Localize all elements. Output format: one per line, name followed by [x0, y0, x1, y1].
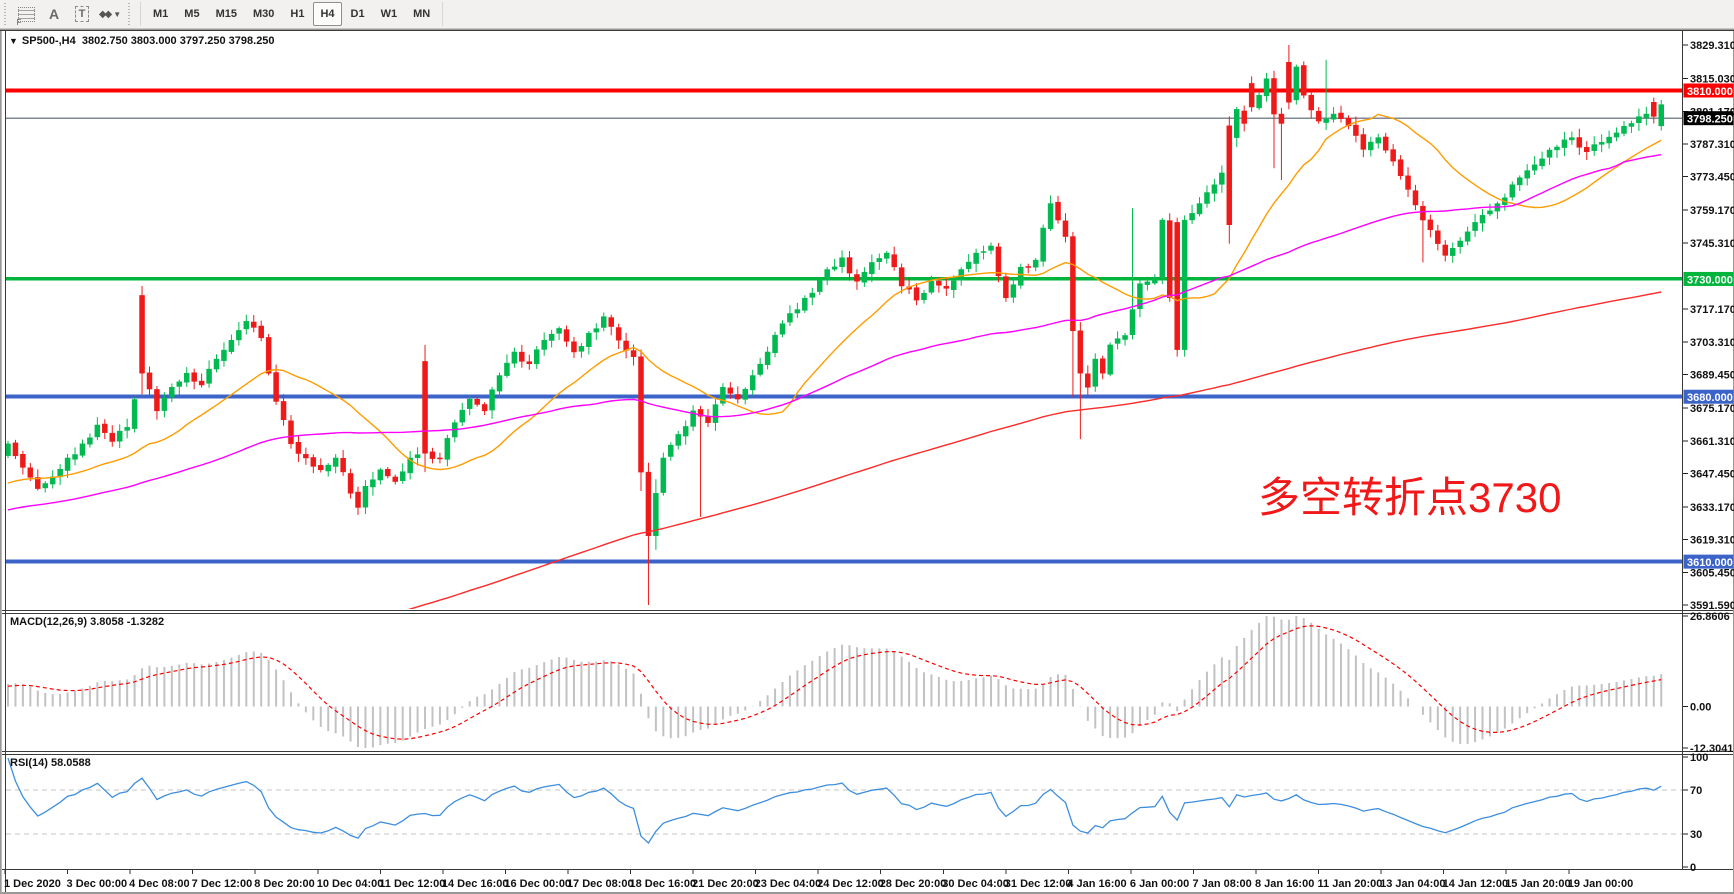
time-tick: 7 Jan 08:00: [1192, 878, 1251, 890]
time-tick: 8 Jan 16:00: [1255, 878, 1314, 890]
rsi-tick: 0: [1690, 862, 1696, 874]
time-tick: 21 Dec 20:00: [692, 878, 759, 890]
timeframe-button-m1[interactable]: M1: [153, 8, 169, 20]
toolbar-grip[interactable]: [2, 3, 9, 25]
price-tick: 3591.590: [1690, 600, 1734, 612]
time-tick: 10 Dec 04:00: [317, 878, 384, 890]
price-badge-text: 3680.000: [1687, 392, 1733, 404]
time-tick: 8 Dec 20:00: [254, 878, 315, 890]
time-tick: 15 Jan 20:00: [1505, 878, 1570, 890]
time-tick: 28 Dec 20:00: [880, 878, 947, 890]
chart-annotation-text[interactable]: 多空转折点3730: [1258, 474, 1562, 521]
macd-indicator-label: MACD(12,26,9) 3.8058 -1.3282: [10, 616, 165, 628]
time-tick: 24 Dec 12:00: [817, 878, 884, 890]
price-tick: 3759.170: [1690, 205, 1734, 217]
price-badge-text: 3730.000: [1687, 274, 1733, 286]
text-box-icon: T: [74, 6, 90, 22]
timeframe-button-h1[interactable]: H1: [290, 8, 305, 20]
timeframe-button-d1[interactable]: D1: [350, 8, 365, 20]
price-tick: 3675.170: [1690, 403, 1734, 415]
price-tick: 3647.450: [1690, 468, 1734, 480]
rsi-indicator-label: RSI(14) 58.0588: [10, 757, 91, 769]
rsi-tick: 30: [1690, 829, 1702, 841]
timeframe-button-m5[interactable]: M5: [184, 8, 200, 20]
symbol-ohlc-text: 3802.750 3803.000 3797.250 3798.250: [81, 35, 275, 47]
time-tick: 6 Jan 00:00: [1130, 878, 1189, 890]
toolbar-grip2[interactable]: [126, 3, 133, 25]
macd-tick: 0.00: [1690, 702, 1711, 714]
time-tick: 17 Dec 08:00: [567, 878, 634, 890]
price-tick: 3619.310: [1690, 535, 1734, 547]
time-tick: 11 Dec 12:00: [379, 878, 445, 890]
moving-averages: [7, 113, 1662, 609]
timeframe-button-mn[interactable]: MN: [413, 8, 431, 20]
time-tick: 31 Dec 12:00: [1005, 878, 1072, 890]
price-badge: [1683, 83, 1734, 98]
time-tick: 30 Dec 04:00: [942, 878, 1009, 890]
time-tick: 4 Jan 16:00: [1067, 878, 1126, 890]
timeframe-button-h4[interactable]: H4: [313, 2, 342, 26]
dropdown-caret-icon: ▼: [113, 9, 122, 19]
price-tick: 3717.170: [1690, 304, 1734, 316]
price-tick: 3829.310: [1690, 40, 1734, 52]
time-axis[interactable]: 1 Dec 2020 3 Dec 00:00 4 Dec 08:00 7 Dec 12…: [4, 870, 1633, 890]
time-tick: 4 Dec 08:00: [129, 878, 190, 890]
price-tick: 3815.030: [1690, 74, 1734, 86]
macd-tick: -12.3041: [1690, 743, 1733, 755]
time-tick: 11 Jan 20:00: [1318, 878, 1383, 890]
rsi-pane-series: [7, 757, 1662, 845]
text-tool-button[interactable]: T: [69, 2, 95, 26]
price-badge: [1683, 389, 1734, 404]
price-axis[interactable]: 3829.3103815.0303801.1703787.3103773.450…: [1683, 40, 1734, 874]
price-tick: 3787.310: [1690, 139, 1734, 151]
time-tick: 14 Jan 12:00: [1443, 878, 1508, 890]
time-tick: 23 Dec 04:00: [755, 878, 822, 890]
price-tick: 3703.310: [1690, 337, 1734, 349]
time-tick: 18 Dec 16:00: [630, 878, 697, 890]
macd-pane-series: [7, 616, 1663, 748]
rsi-tick: 70: [1690, 785, 1702, 797]
time-tick: 19 Jan 00:00: [1568, 878, 1633, 890]
rsi-tick: 100: [1690, 752, 1708, 764]
symbol-period-text: SP500-,H4: [21, 35, 76, 47]
text-label-icon: A: [48, 6, 60, 22]
price-badge: [1683, 271, 1734, 286]
time-tick: 14 Dec 16:00: [442, 878, 509, 890]
crosshair-grid-button[interactable]: F: [13, 2, 39, 27]
price-tick: 3689.450: [1690, 369, 1734, 381]
price-badge-text: 3798.250: [1687, 114, 1733, 126]
time-tick: 1 Dec 2020: [4, 878, 61, 890]
price-badge-text: 3610.000: [1687, 557, 1733, 569]
timeframe-group: M1 M5 M15 M30 H1 H4 D1 W1 MN: [145, 2, 438, 26]
label-tool-button[interactable]: A: [41, 2, 67, 26]
timeframe-button-m15[interactable]: M15: [215, 8, 237, 20]
price-badge-text: 3810.000: [1687, 86, 1733, 98]
grid-icon: F: [17, 6, 35, 27]
arrow-objects-button[interactable]: ◆◆ ▼: [97, 2, 123, 26]
time-tick: 3 Dec 00:00: [67, 878, 128, 890]
price-tick: 3633.170: [1690, 502, 1734, 514]
time-tick: 16 Dec 00:00: [504, 878, 571, 890]
toolbar-separator2: [442, 2, 444, 26]
price-badge: [1683, 111, 1734, 126]
symbol-title: ▼ SP500-,H4 3802.750 3803.000 3797.250 37…: [9, 35, 275, 47]
price-tick: 3605.450: [1690, 567, 1734, 579]
timeframe-button-w1[interactable]: W1: [380, 8, 398, 20]
toolbar-separator: [140, 2, 141, 26]
time-tick: 7 Dec 12:00: [192, 878, 253, 890]
time-tick: 13 Jan 04:00: [1380, 878, 1445, 890]
toolbar: F A T ◆◆ ▼ M1 M5 M15 M30 H1 H4 D1 W1 MN: [0, 0, 1734, 29]
price-badge: [1683, 554, 1734, 569]
candlestick-series: [6, 45, 1664, 605]
timeframe-button-m30[interactable]: M30: [252, 8, 275, 20]
price-tick: 3773.450: [1690, 172, 1734, 184]
price-tick: 3745.310: [1690, 238, 1734, 250]
symbol-dropdown-icon[interactable]: ▼: [9, 36, 18, 46]
macd-tick: 26.8606: [1690, 611, 1730, 623]
arrow-objects-icon: ◆◆: [98, 8, 112, 20]
price-tick: 3661.310: [1690, 436, 1734, 448]
